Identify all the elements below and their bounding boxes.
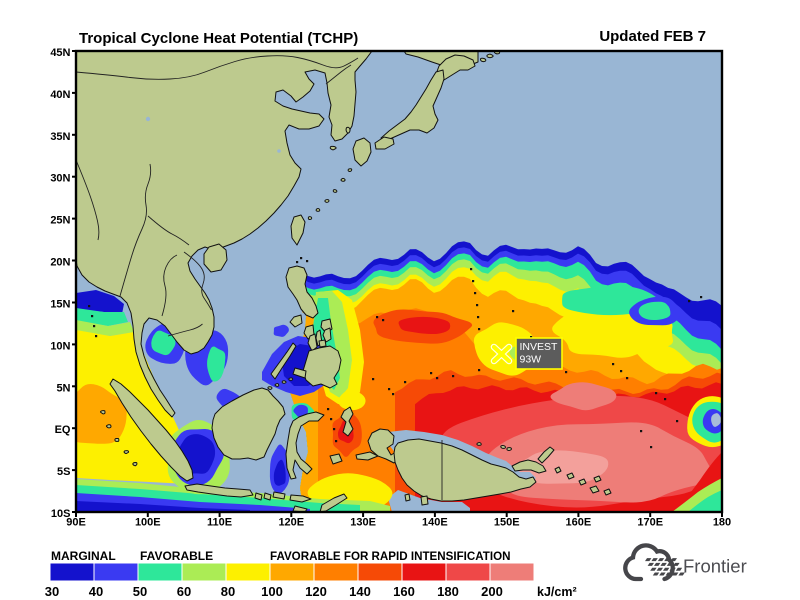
svg-text:100E: 100E <box>135 517 161 529</box>
svg-text:INVEST: INVEST <box>520 341 559 353</box>
svg-text:35N: 35N <box>50 131 70 143</box>
svg-text:15N: 15N <box>50 299 70 311</box>
svg-text:Updated FEB 7: Updated FEB 7 <box>599 28 706 45</box>
svg-text:160E: 160E <box>566 517 592 529</box>
svg-text:FAVORABLE: FAVORABLE <box>140 549 213 563</box>
svg-text:80: 80 <box>221 584 235 599</box>
svg-text:120E: 120E <box>278 517 304 529</box>
svg-text:EQ: EQ <box>55 424 71 436</box>
svg-text:180: 180 <box>713 517 731 529</box>
svg-text:FAVORABLE FOR RAPID INTENSIFIC: FAVORABLE FOR RAPID INTENSIFICATION <box>270 550 510 563</box>
svg-text:150E: 150E <box>494 517 520 529</box>
svg-text:160: 160 <box>393 584 415 599</box>
svg-text:180: 180 <box>437 584 459 599</box>
svg-text:10N: 10N <box>50 340 70 352</box>
svg-text:20N: 20N <box>50 257 70 269</box>
svg-text:40N: 40N <box>50 89 70 101</box>
svg-text:25N: 25N <box>50 215 70 227</box>
svg-text:130E: 130E <box>350 517 376 529</box>
svg-text:45N: 45N <box>50 47 70 59</box>
svg-text:Frontier: Frontier <box>683 556 747 577</box>
svg-text:120: 120 <box>305 584 327 599</box>
svg-text:170E: 170E <box>637 517 663 529</box>
svg-text:200: 200 <box>481 584 503 599</box>
svg-text:140E: 140E <box>422 517 448 529</box>
svg-text:30N: 30N <box>50 173 70 185</box>
svg-text:50: 50 <box>133 584 147 599</box>
svg-text:30: 30 <box>45 584 59 599</box>
svg-text:5N: 5N <box>56 382 70 394</box>
svg-text:60: 60 <box>177 584 191 599</box>
svg-text:40: 40 <box>89 584 103 599</box>
svg-text:100: 100 <box>261 584 283 599</box>
svg-text:140: 140 <box>349 584 371 599</box>
svg-text:90E: 90E <box>66 517 86 529</box>
svg-text:MARGINAL: MARGINAL <box>51 549 116 563</box>
svg-text:93W: 93W <box>520 354 542 366</box>
svg-text:5S: 5S <box>57 466 70 478</box>
svg-text:110E: 110E <box>207 517 232 529</box>
svg-text:10S: 10S <box>51 508 71 520</box>
svg-text:kJ/cm²: kJ/cm² <box>537 585 577 599</box>
svg-text:Tropical Cyclone Heat Potentia: Tropical Cyclone Heat Potential (TCHP) <box>79 30 358 47</box>
